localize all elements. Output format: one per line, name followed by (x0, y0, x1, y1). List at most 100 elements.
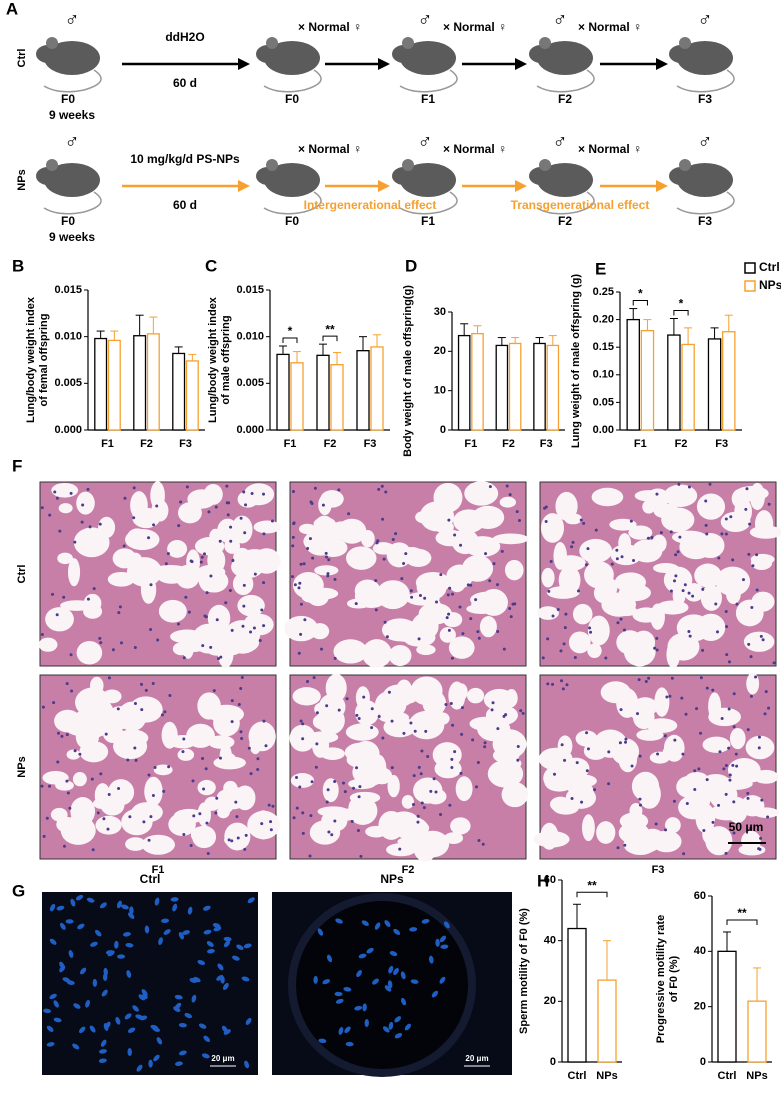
nucleus (73, 540, 77, 544)
nucleus (701, 587, 705, 591)
nucleus (318, 1038, 327, 1044)
nucleus (203, 905, 211, 911)
tubule (288, 893, 476, 1077)
nucleus (40, 784, 44, 788)
alveolus (314, 565, 339, 576)
alveolus (131, 802, 163, 823)
nucleus (711, 820, 715, 824)
nucleus (366, 947, 374, 954)
nucleus (77, 923, 85, 930)
nucleus (563, 758, 567, 762)
nucleus (354, 602, 358, 606)
nucleus (720, 532, 724, 536)
nucleus (380, 484, 384, 488)
nucleus (420, 801, 424, 805)
nucleus (751, 564, 755, 568)
nucleus (237, 703, 241, 707)
alveolus (663, 484, 698, 507)
alveolus (630, 704, 646, 720)
nucleus (393, 967, 399, 976)
alveolus (715, 566, 751, 597)
y-axis-label: Lung/body weight index (25, 296, 37, 423)
nucleus (560, 743, 564, 747)
alveolus (208, 735, 235, 749)
nucleus (55, 613, 59, 617)
nucleus (517, 519, 521, 523)
alveolus (346, 750, 381, 769)
nucleus (241, 624, 245, 628)
nucleus (174, 1002, 182, 1010)
alveolus (172, 642, 190, 656)
alveolus (72, 772, 87, 787)
nucleus (231, 558, 235, 562)
nucleus (391, 538, 395, 542)
alveolus (455, 683, 468, 701)
alveolus (650, 603, 665, 630)
nucleus (219, 655, 223, 659)
nucleus (420, 749, 424, 753)
nucleus (447, 518, 451, 522)
mouse-tail (536, 191, 595, 215)
nucleus (623, 843, 627, 847)
nucleus (187, 610, 191, 614)
mouse-head (256, 45, 280, 63)
nucleus (240, 675, 244, 679)
nucleus (727, 660, 731, 664)
mouse-tail (676, 69, 735, 93)
nucleus (58, 529, 62, 533)
nucleus (388, 965, 394, 974)
nucleus (673, 738, 677, 742)
alveolus (558, 565, 581, 595)
nucleus (147, 536, 151, 540)
nucleus (647, 676, 651, 680)
column-label: F1 (152, 864, 165, 876)
nucleus (704, 499, 708, 503)
y-axis-label: Lung/body weight index (207, 296, 219, 423)
nucleus (62, 844, 66, 848)
nucleus (394, 1016, 402, 1023)
nucleus (422, 806, 426, 810)
nucleus (249, 772, 253, 776)
nucleus (681, 589, 685, 593)
y-tick-label: 0.005 (236, 377, 264, 389)
alveolus (68, 558, 81, 587)
nucleus (167, 765, 171, 769)
nucleus (619, 617, 623, 621)
alveolus (734, 498, 752, 525)
alveolus (439, 627, 456, 643)
y-tick-label: 30 (434, 306, 446, 318)
nucleus (176, 622, 180, 626)
nucleus (699, 676, 703, 680)
nucleus (249, 630, 253, 634)
nucleus (148, 1059, 153, 1068)
generation-label: F1 (421, 214, 435, 228)
y-tick-label: 0.010 (236, 331, 264, 343)
nucleus (476, 630, 480, 634)
significance-label: ** (737, 906, 747, 920)
bar (717, 950, 737, 1063)
nucleus (356, 969, 362, 978)
nucleus (546, 682, 550, 686)
nucleus (502, 647, 506, 651)
nucleus (563, 626, 567, 630)
alveolus (751, 591, 775, 612)
nucleus (228, 588, 232, 592)
mouse-icon (256, 159, 322, 215)
nucleus (121, 904, 129, 910)
nucleus (607, 750, 611, 754)
nucleus (757, 746, 761, 750)
alveolus (753, 807, 780, 818)
bar (471, 332, 484, 431)
nucleus (182, 833, 186, 837)
nucleus (98, 522, 102, 526)
nucleus (136, 1064, 143, 1072)
nucleus (247, 897, 255, 904)
nucleus (206, 941, 214, 948)
nucleus (60, 734, 64, 738)
nucleus (630, 764, 634, 768)
alveolus (579, 538, 613, 563)
alveolus (318, 538, 348, 557)
nucleus (40, 506, 44, 510)
alveolus (345, 723, 379, 741)
bar (722, 331, 736, 431)
